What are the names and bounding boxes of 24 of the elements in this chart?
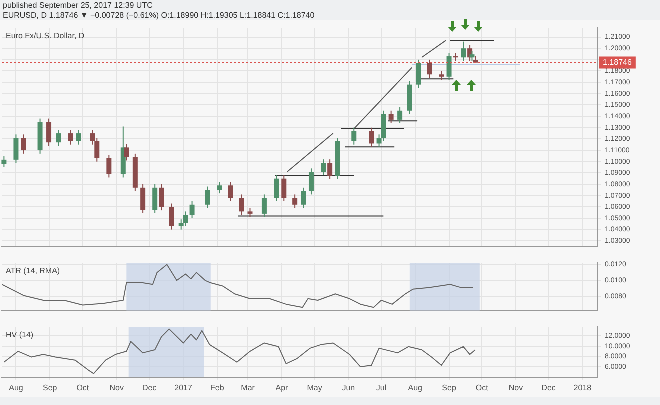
chart-title: Euro Fx/U.S. Dollar, D [6, 31, 85, 40]
chart-title: HV (14) [6, 330, 34, 340]
x-tick-label: Dec [542, 383, 556, 392]
x-tick-label: Oct [476, 383, 490, 392]
x-tick-label: Oct [76, 383, 90, 392]
x-tick-label: Aug [408, 383, 422, 392]
text: EURUSD, D 1.18746 ▼ −0.00728 (−0.61%) O:1.18990 H:1.19305 L:1.18841 C:1.18740 [3, 11, 315, 21]
x-tick-label: Nov [110, 383, 124, 392]
x-tick-label: May [307, 383, 322, 392]
x-tick-label: Apr [276, 383, 289, 392]
x-tick-label: 2018 [574, 383, 592, 392]
text: published September 25, 2017 12:39 UTC [3, 1, 154, 11]
x-tick-label: Feb [210, 383, 225, 392]
chart-title: ATR (14, RMA) [6, 266, 60, 276]
x-tick-label: Mar [241, 383, 256, 392]
x-tick-label: Sep [442, 383, 457, 392]
x-tick-label: Dec [142, 383, 157, 392]
x-tick-label: Sep [43, 383, 58, 392]
x-tick-label: Jun [342, 383, 356, 392]
x-tick-label: Nov [508, 383, 524, 392]
x-tick-label: Jul [376, 383, 387, 392]
x-tick-label: Aug [9, 383, 24, 392]
x-tick-label: 2017 [174, 383, 193, 392]
ref-line-label: 1.18746 [603, 58, 632, 67]
